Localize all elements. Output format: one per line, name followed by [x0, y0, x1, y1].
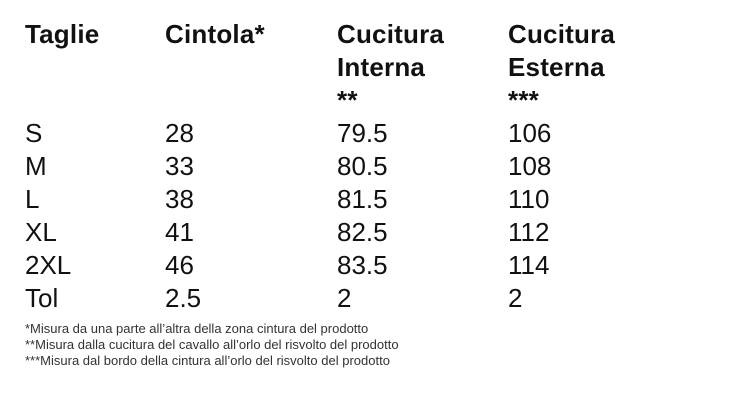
header-taglie: Taglie: [25, 19, 100, 49]
header-cintola: Cintola*: [165, 19, 265, 49]
size-cell: M: [25, 151, 47, 181]
header-cucitura-esterna: Cucitura Esterna ***: [508, 19, 616, 115]
footnote-inner-seam: **Misura dalla cucitura del cavallo all’…: [25, 337, 399, 352]
size-cell: Tol: [25, 283, 59, 313]
value-cell: 106: [508, 118, 552, 148]
value-cell: 79.5: [337, 118, 388, 148]
value-cell: 110: [508, 184, 550, 214]
footnote-outer-seam: ***Misura dal bordo della cintura all’or…: [25, 353, 390, 368]
size-cell: S: [25, 118, 43, 148]
size-cell: L: [25, 184, 40, 214]
value-cell: 81.5: [337, 184, 388, 214]
value-cell: 114: [508, 250, 550, 280]
value-cell: 82.5: [337, 217, 388, 247]
header-cucitura-interna: Cucitura Interna **: [337, 19, 445, 115]
value-cell: 33: [165, 151, 194, 181]
value-cell: 2: [508, 283, 523, 313]
size-table: Taglie Cintola* Cucitura Interna ** Cuci…: [25, 18, 755, 315]
size-cell: 2XL: [25, 250, 72, 280]
value-cell: 112: [508, 217, 550, 247]
value-cell: 38: [165, 184, 194, 214]
value-cell: 80.5: [337, 151, 388, 181]
footnote-waist: *Misura da una parte all’altra della zon…: [25, 321, 369, 336]
value-cell: 2: [337, 283, 352, 313]
value-cell: 83.5: [337, 250, 388, 280]
value-cell: 41: [165, 217, 194, 247]
value-cell: 46: [165, 250, 194, 280]
size-cell: XL: [25, 217, 57, 247]
value-cell: 28: [165, 118, 194, 148]
footnotes: *Misura da una parte all’altra della zon…: [25, 321, 755, 369]
value-cell: 2.5: [165, 283, 202, 313]
value-cell: 108: [508, 151, 552, 181]
